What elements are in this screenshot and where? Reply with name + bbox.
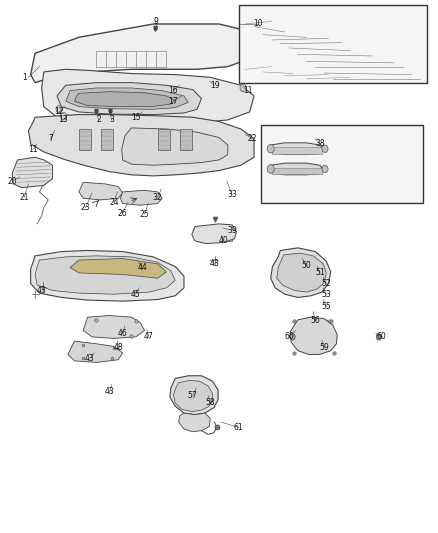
Text: 2: 2 <box>96 116 101 124</box>
Circle shape <box>376 334 381 340</box>
Text: 38: 38 <box>315 140 325 148</box>
Circle shape <box>267 165 274 173</box>
Polygon shape <box>66 88 188 109</box>
Polygon shape <box>74 92 175 107</box>
Text: 26: 26 <box>118 209 127 217</box>
Polygon shape <box>173 381 212 411</box>
Text: 59: 59 <box>319 343 329 352</box>
Bar <box>136 77 180 91</box>
Text: 50: 50 <box>302 261 311 270</box>
Bar <box>101 129 113 150</box>
Text: 43: 43 <box>85 354 95 362</box>
Polygon shape <box>12 157 53 188</box>
Bar <box>261 125 423 203</box>
Text: 11: 11 <box>28 145 38 154</box>
Text: 60: 60 <box>284 333 294 341</box>
Text: 25: 25 <box>140 210 149 219</box>
Text: 19: 19 <box>210 81 219 90</box>
Polygon shape <box>68 341 123 362</box>
Text: 39: 39 <box>227 226 237 235</box>
Text: 10: 10 <box>254 20 263 28</box>
Text: 24: 24 <box>109 198 119 207</box>
Polygon shape <box>31 251 184 301</box>
Text: 57: 57 <box>188 391 198 400</box>
Text: 40: 40 <box>219 237 228 245</box>
Polygon shape <box>83 316 145 338</box>
Text: 12: 12 <box>54 108 64 116</box>
Text: 43: 43 <box>105 387 114 396</box>
Text: 20: 20 <box>7 177 17 185</box>
Polygon shape <box>120 190 162 205</box>
Text: 13: 13 <box>59 116 68 124</box>
Circle shape <box>60 112 67 120</box>
Text: 53: 53 <box>321 290 331 298</box>
Bar <box>158 129 170 150</box>
Polygon shape <box>28 115 254 176</box>
Text: 23: 23 <box>81 204 90 212</box>
Bar <box>239 5 427 83</box>
Text: 45: 45 <box>131 290 141 298</box>
Text: 16: 16 <box>168 86 178 95</box>
Bar <box>136 93 180 107</box>
Text: 44: 44 <box>138 263 147 272</box>
Circle shape <box>56 106 62 113</box>
Text: 11: 11 <box>243 86 252 95</box>
Circle shape <box>299 262 314 281</box>
Polygon shape <box>122 128 228 165</box>
Text: 43: 43 <box>210 260 219 268</box>
Text: 58: 58 <box>205 398 215 407</box>
Polygon shape <box>290 317 337 354</box>
Text: 61: 61 <box>234 423 244 432</box>
Bar <box>300 334 331 338</box>
Polygon shape <box>42 69 254 124</box>
Polygon shape <box>269 143 323 155</box>
Bar <box>272 168 322 174</box>
Polygon shape <box>170 376 218 415</box>
Text: 47: 47 <box>144 333 154 341</box>
Bar <box>140 79 175 90</box>
Bar <box>79 129 91 150</box>
Text: 7: 7 <box>48 134 53 143</box>
Polygon shape <box>79 182 123 200</box>
Polygon shape <box>269 163 323 175</box>
Text: 56: 56 <box>311 317 320 325</box>
Polygon shape <box>179 413 210 432</box>
Polygon shape <box>271 248 331 297</box>
Circle shape <box>302 266 311 277</box>
Text: 32: 32 <box>153 193 162 201</box>
Circle shape <box>322 145 328 152</box>
Polygon shape <box>57 83 201 115</box>
Text: 22: 22 <box>247 134 257 143</box>
Text: 51: 51 <box>315 269 325 277</box>
Bar <box>140 95 175 106</box>
Circle shape <box>290 334 295 340</box>
Polygon shape <box>192 224 237 244</box>
Text: 33: 33 <box>227 190 237 199</box>
Text: 46: 46 <box>118 329 127 337</box>
Bar <box>197 228 232 241</box>
Text: 17: 17 <box>168 97 178 106</box>
Text: 43: 43 <box>37 286 46 295</box>
Circle shape <box>240 84 246 92</box>
Text: 52: 52 <box>321 279 331 288</box>
Polygon shape <box>277 253 326 292</box>
Bar <box>272 147 322 154</box>
Circle shape <box>322 165 328 173</box>
Text: 21: 21 <box>19 193 29 201</box>
Bar <box>180 129 192 150</box>
Polygon shape <box>35 256 175 294</box>
Polygon shape <box>31 24 254 83</box>
Text: 60: 60 <box>376 333 386 341</box>
Bar <box>300 326 331 330</box>
Polygon shape <box>70 259 166 278</box>
Text: 15: 15 <box>131 113 141 122</box>
Text: 48: 48 <box>113 343 123 352</box>
Text: 1: 1 <box>22 73 26 82</box>
Text: 55: 55 <box>321 302 331 311</box>
Circle shape <box>267 144 274 153</box>
Text: 3: 3 <box>109 116 114 124</box>
Text: 9: 9 <box>153 17 158 26</box>
Bar <box>300 320 331 324</box>
